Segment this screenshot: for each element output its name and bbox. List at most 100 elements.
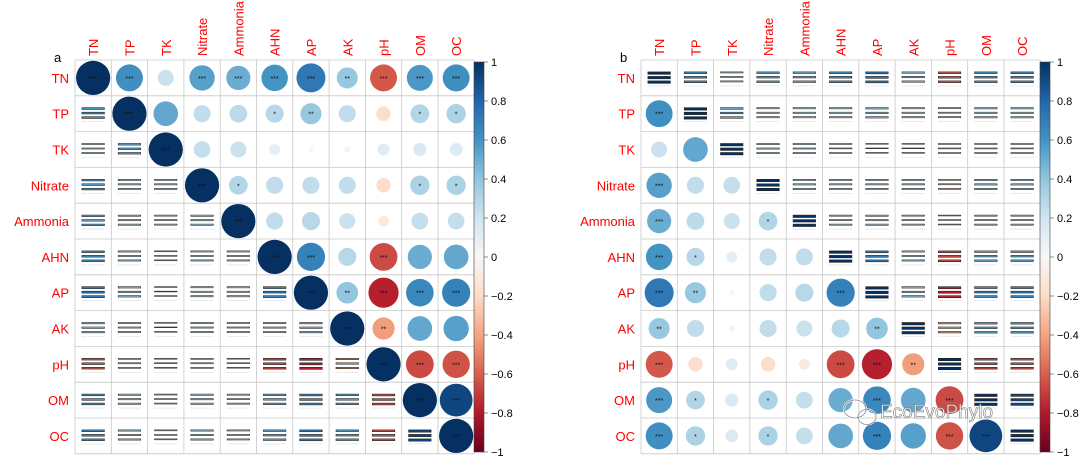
corr-bar-glyph: [226, 393, 250, 396]
corr-bar-glyph: [901, 71, 925, 74]
significance-label: ***: [271, 76, 279, 83]
significance-label: ***: [655, 434, 663, 441]
corr-circle: [446, 175, 466, 195]
corr-bar-glyph: [937, 116, 962, 118]
significance-label: **: [308, 112, 314, 119]
corr-circle: [336, 67, 358, 89]
corr-bar-glyph: [1010, 214, 1034, 217]
corr-bar-glyph: [974, 295, 998, 298]
corr-circle: [157, 69, 174, 86]
row-label: TK: [52, 143, 69, 158]
corr-circle: [230, 141, 247, 158]
corr-bar-glyph: [263, 438, 287, 441]
significance-label: ***: [452, 398, 460, 405]
corr-bar-glyph: [865, 76, 889, 79]
corr-bar-glyph: [263, 295, 287, 298]
corr-bar-glyph: [974, 322, 998, 325]
corr-bar-glyph: [81, 259, 105, 262]
corr-circle: [686, 176, 704, 194]
corr-circle: [407, 316, 433, 341]
corr-circle: [376, 178, 391, 193]
corr-circle: [153, 101, 179, 127]
significance-label: *: [455, 183, 458, 190]
corr-bar-glyph: [299, 402, 323, 406]
corr-circle: [685, 426, 706, 446]
corr-circle: [645, 350, 673, 378]
corr-bar-glyph: [1010, 295, 1034, 298]
row-label: AK: [618, 322, 636, 337]
corr-bar-glyph: [937, 326, 962, 329]
corr-bar-glyph: [226, 326, 250, 329]
corr-bar-glyph: [226, 402, 250, 405]
significance-label: *: [767, 434, 770, 441]
col-label: AK: [906, 38, 921, 56]
corr-circle: [866, 317, 888, 340]
corr-bar-glyph: [299, 434, 323, 437]
significance-label: ***: [89, 76, 97, 83]
corr-bar-glyph: [117, 438, 142, 441]
corr-bar-glyph: [226, 255, 250, 257]
corr-bar-glyph: [154, 286, 178, 288]
significance-label: **: [381, 327, 387, 334]
corr-bar-glyph: [81, 286, 105, 289]
row-label: AHN: [42, 250, 69, 265]
corr-bar-glyph: [226, 434, 250, 436]
corr-circle: [900, 387, 926, 413]
colorbar-tick-label: 0.6: [1057, 135, 1072, 147]
corr-bar-glyph: [974, 152, 998, 154]
corr-bar-glyph: [117, 398, 142, 401]
corr-bar-glyph: [81, 152, 105, 154]
row-label: OC: [50, 429, 70, 444]
corr-bar-glyph: [901, 111, 925, 114]
corr-bar-glyph: [937, 290, 962, 294]
corr-bar-glyph: [901, 116, 925, 119]
corr-bar-glyph: [117, 429, 142, 432]
corr-bar-glyph: [974, 183, 998, 186]
corr-bar-glyph: [1010, 326, 1034, 329]
corr-bar-glyph: [117, 366, 142, 369]
significance-label: *: [694, 398, 697, 405]
corr-bar-glyph: [117, 286, 142, 289]
corr-bar-glyph: [756, 111, 780, 114]
corr-bar-glyph: [756, 188, 780, 192]
corr-bar-glyph: [154, 179, 178, 181]
significance-label: ***: [307, 255, 315, 262]
corr-bar-glyph: [1010, 438, 1034, 442]
corr-bar-glyph: [81, 223, 105, 226]
corr-bar-glyph: [190, 357, 214, 360]
corr-bar-glyph: [154, 183, 178, 186]
corr-bar-glyph: [81, 402, 105, 406]
corr-bar-glyph: [190, 434, 214, 436]
col-label: OC: [449, 37, 464, 57]
corr-bar-glyph: [117, 393, 142, 396]
corr-bar-glyph: [190, 223, 214, 226]
corr-circle: [728, 325, 735, 332]
corr-bar-glyph: [901, 250, 925, 253]
corr-bar-glyph: [263, 286, 287, 289]
corr-bar-glyph: [974, 362, 998, 365]
corr-bar-glyph: [865, 214, 889, 217]
corr-circle: [410, 104, 430, 124]
corr-bar-glyph: [792, 219, 816, 223]
corr-bar-glyph: [190, 295, 214, 298]
watermark: EcoEvoPhylo: [842, 398, 993, 426]
row-label: AHN: [608, 250, 635, 265]
corr-bar-glyph: [829, 183, 853, 186]
col-label: OM: [979, 35, 994, 56]
corr-bar-glyph: [226, 438, 250, 441]
corr-bar-glyph: [974, 286, 998, 289]
corr-bar-glyph: [81, 290, 105, 294]
corr-bar-glyph: [829, 147, 853, 150]
corr-bar-glyph: [117, 219, 142, 222]
corr-bar-glyph: [756, 143, 780, 145]
corr-bar-glyph: [720, 152, 744, 156]
corr-circle: [115, 64, 143, 92]
corr-circle: [935, 386, 964, 414]
colorbar-tick-label: −0.8: [491, 408, 513, 420]
corr-circle: [442, 350, 470, 378]
corr-circle: [723, 176, 741, 194]
corr-bar-glyph: [974, 179, 998, 181]
watermark-text: EcoEvoPhylo: [880, 402, 993, 423]
corr-bar-glyph: [81, 362, 105, 365]
significance-label: ***: [307, 76, 315, 83]
